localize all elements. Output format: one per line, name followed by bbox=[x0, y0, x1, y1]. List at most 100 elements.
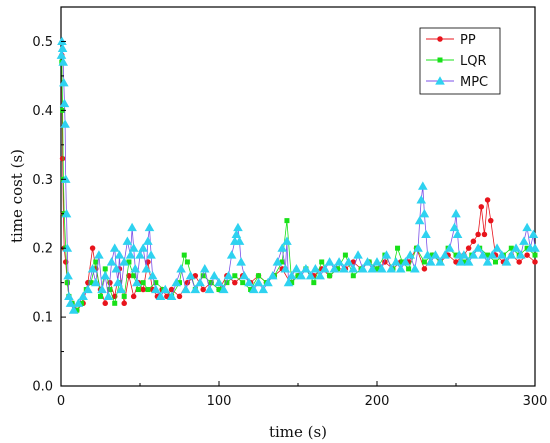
data-point-mpc bbox=[111, 264, 122, 273]
data-point-mpc bbox=[141, 264, 152, 273]
data-point-mpc bbox=[280, 264, 291, 273]
data-point-mpc bbox=[248, 284, 259, 294]
y-axis-title: time cost (s) bbox=[8, 149, 26, 243]
data-point-mpc bbox=[413, 243, 423, 252]
y-tick-label: 0.0 bbox=[32, 380, 53, 395]
y-tick-label: 0.4 bbox=[32, 104, 53, 119]
data-point-mpc bbox=[234, 236, 245, 245]
data-point-mpc bbox=[459, 250, 469, 259]
legend-label: PP bbox=[460, 33, 476, 48]
data-point-pp bbox=[532, 259, 538, 265]
axis-layer: 0 100 200 300 0.0 0.1 0.2 0.3 0.4 0.5 bbox=[32, 6, 548, 409]
data-point-mpc bbox=[449, 222, 460, 232]
data-point-lqr bbox=[102, 266, 108, 272]
data-point-mpc bbox=[478, 250, 488, 259]
data-point-mpc bbox=[419, 208, 430, 218]
data-point-mpc bbox=[160, 284, 171, 294]
data-point-mpc bbox=[519, 236, 529, 245]
data-point-mpc bbox=[430, 250, 441, 259]
data-point-pp bbox=[121, 300, 127, 307]
data-point-mpc bbox=[166, 291, 177, 301]
data-point-lqr bbox=[126, 259, 132, 265]
data-point-mpc bbox=[410, 264, 420, 273]
data-point-pp bbox=[140, 286, 146, 293]
data-point-mpc bbox=[65, 298, 76, 307]
data-point-lqr bbox=[508, 245, 514, 251]
legend-label: LQR bbox=[460, 54, 487, 69]
data-point-mpc bbox=[391, 257, 401, 266]
data-point-lqr bbox=[406, 266, 412, 272]
data-point-mpc bbox=[113, 277, 123, 287]
data-point-mpc bbox=[376, 264, 387, 273]
data-point-mpc bbox=[329, 264, 340, 273]
data-point-mpc bbox=[482, 257, 493, 266]
data-point-pp bbox=[421, 266, 428, 272]
data-point-mpc bbox=[100, 270, 111, 280]
data-point-mpc bbox=[272, 257, 283, 266]
data-point-lqr bbox=[461, 259, 467, 265]
data-point-mpc bbox=[59, 78, 69, 87]
y-tick-label: 0.2 bbox=[32, 242, 53, 257]
data-point-mpc bbox=[367, 264, 378, 273]
data-point-mpc bbox=[506, 250, 517, 259]
data-point-mpc bbox=[258, 284, 269, 294]
data-point-mpc bbox=[209, 270, 220, 280]
data-point-pp bbox=[488, 217, 494, 224]
data-point-mpc bbox=[59, 98, 70, 108]
y-tick-label: 0.5 bbox=[32, 35, 53, 50]
data-point-mpc bbox=[511, 243, 521, 252]
data-point-mpc bbox=[57, 36, 67, 46]
legend-marker bbox=[437, 36, 443, 42]
data-point-lqr bbox=[240, 280, 246, 286]
data-point-mpc bbox=[90, 277, 101, 287]
data-point-pp bbox=[481, 231, 488, 238]
data-point-mpc bbox=[116, 284, 126, 294]
data-point-lqr bbox=[485, 252, 491, 258]
data-point-mpc bbox=[395, 264, 406, 273]
data-point-pp bbox=[168, 286, 175, 293]
data-point-lqr bbox=[374, 266, 380, 272]
data-point-lqr bbox=[395, 245, 401, 251]
data-point-lqr bbox=[107, 287, 113, 293]
data-point-mpc bbox=[277, 243, 287, 252]
data-point-mpc bbox=[130, 264, 141, 273]
data-point-mpc bbox=[301, 264, 311, 273]
data-point-mpc bbox=[62, 243, 73, 252]
data-point-mpc bbox=[204, 284, 215, 294]
data-point-lqr bbox=[327, 273, 333, 279]
data-point-pp bbox=[475, 231, 481, 238]
data-point-mpc bbox=[315, 270, 325, 280]
data-point-mpc bbox=[87, 264, 98, 273]
data-point-mpc bbox=[463, 257, 474, 266]
data-point-mpc bbox=[143, 236, 153, 245]
data-point-lqr bbox=[216, 287, 222, 293]
data-point-pp bbox=[470, 238, 477, 245]
data-point-mpc bbox=[103, 291, 114, 301]
data-point-mpc bbox=[353, 250, 363, 259]
series-line-lqr bbox=[61, 62, 536, 311]
data-point-mpc bbox=[218, 284, 229, 294]
data-point-pp bbox=[232, 279, 238, 286]
data-point-mpc bbox=[109, 243, 120, 252]
data-point-lqr bbox=[295, 273, 301, 279]
data-point-mpc bbox=[223, 270, 234, 280]
data-point-lqr bbox=[140, 280, 146, 286]
data-point-mpc bbox=[348, 264, 359, 273]
data-point-mpc bbox=[231, 229, 242, 238]
data-point-lqr bbox=[153, 280, 159, 286]
data-point-lqr bbox=[335, 266, 340, 272]
data-point-mpc bbox=[176, 264, 186, 273]
x-tick-label: 200 bbox=[365, 394, 390, 409]
data-point-mpc bbox=[68, 305, 79, 314]
data-point-mpc bbox=[282, 236, 292, 245]
data-point-mpc bbox=[487, 250, 498, 259]
data-point-mpc bbox=[414, 215, 425, 225]
data-point-lqr bbox=[319, 259, 325, 265]
x-tick-label: 300 bbox=[523, 394, 548, 409]
data-point-mpc bbox=[60, 119, 70, 128]
data-point-mpc bbox=[435, 257, 445, 266]
data-point-lqr bbox=[64, 280, 70, 286]
data-point-mpc bbox=[263, 277, 273, 287]
data-point-pp bbox=[145, 259, 151, 265]
